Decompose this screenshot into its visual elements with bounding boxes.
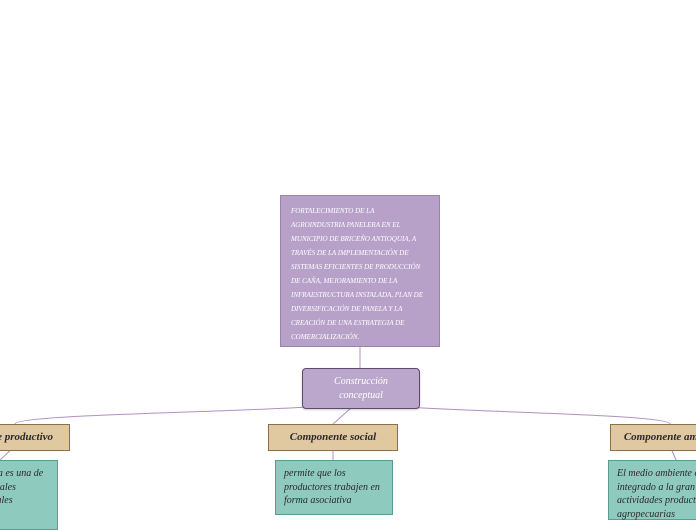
sub-node-construccion[interactable]: Construcción conceptual — [302, 368, 420, 409]
component-social[interactable]: Componente social — [268, 424, 398, 451]
desc-social: permite que los productores trabajen en … — [275, 460, 393, 515]
desc-ambiental: El medio ambiente está integrado a la gr… — [608, 460, 696, 520]
root-node[interactable]: FORTALECIMIENTO DE LA AGROINDUSTRIA PANE… — [280, 195, 440, 347]
component-productivo[interactable]: nente productivo — [0, 424, 70, 451]
component-ambiental[interactable]: Componente ambienta — [610, 424, 696, 451]
